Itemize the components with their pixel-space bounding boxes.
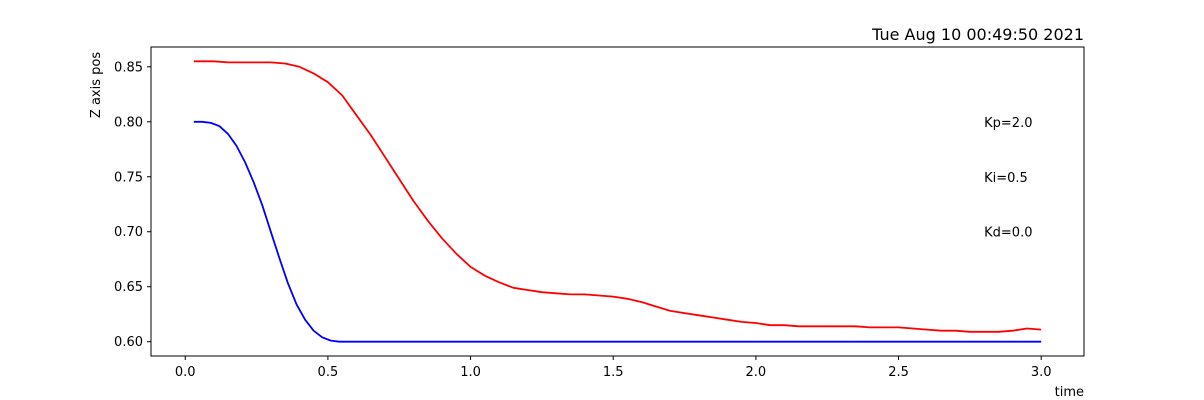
x-tick-label: 2.5	[888, 365, 909, 380]
series-line-2	[193, 120, 1042, 343]
y-tick-label: 0.60	[114, 335, 143, 350]
y-tick-label: 0.85	[114, 60, 143, 75]
x-tick-label: 1.0	[460, 365, 481, 380]
gain-annotation: Ki=0.5	[984, 171, 1028, 186]
y-axis-ticks: 0.60 0.65 0.70 0.75 0.80 0.85	[114, 60, 151, 350]
x-tick-label: 0.0	[175, 365, 196, 380]
y-tick-label: 0.70	[114, 225, 143, 240]
y-axis-label: Z axis pos	[89, 52, 104, 118]
y-tick-label: 0.80	[114, 115, 143, 130]
gain-annotation: Kd=0.0	[984, 226, 1032, 241]
y-tick-label: 0.75	[114, 170, 143, 185]
x-tick-label: 0.5	[318, 365, 339, 380]
x-tick-label: 2.0	[746, 365, 767, 380]
series-layer	[193, 60, 1042, 343]
gain-annotation: Kp=2.0	[984, 116, 1032, 131]
x-tick-label: 1.5	[603, 365, 624, 380]
x-tick-label: 3.0	[1031, 365, 1052, 380]
chart-title: Tue Aug 10 00:49:50 2021	[871, 25, 1084, 44]
x-axis-label: time	[1055, 385, 1084, 400]
y-tick-label: 0.65	[114, 280, 143, 295]
plot-area	[151, 47, 1084, 356]
x-axis-ticks: 0.0 0.5 1.0 1.5 2.0 2.5 3.0	[175, 356, 1052, 380]
series-line-1	[193, 60, 1042, 333]
plot-frame	[150, 46, 1085, 357]
annotations: Kp=2.0 Ki=0.5 Kd=0.0	[984, 116, 1032, 241]
